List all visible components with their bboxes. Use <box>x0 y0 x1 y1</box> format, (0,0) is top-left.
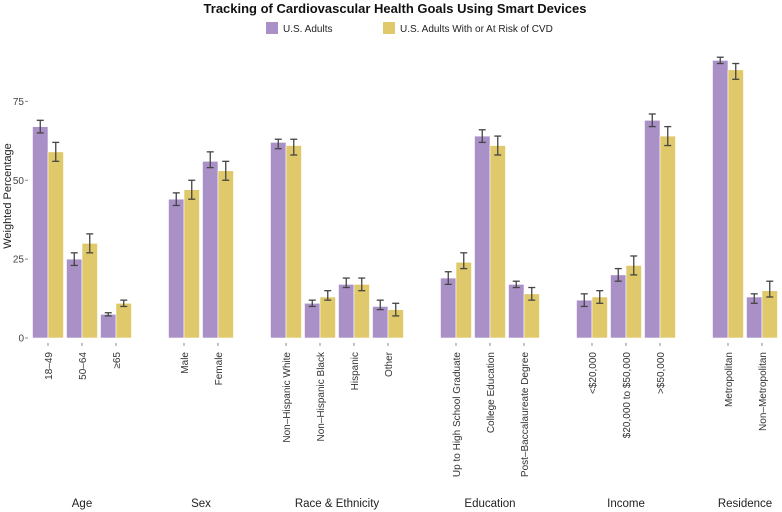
y-axis-label: Weighted Percentage <box>2 143 14 249</box>
x-tick-label: ≥65 <box>112 352 123 369</box>
bar-us-adults <box>644 120 661 339</box>
legend-label-cvd: U.S. Adults With or At Risk of CVD <box>400 24 553 35</box>
x-tick-label: Non–Hispanic White <box>282 352 293 443</box>
x-tick-label: <$20,000 <box>588 352 599 394</box>
bar-us-adults <box>66 258 83 339</box>
legend-swatch-cvd <box>383 22 395 34</box>
x-tick-label: Up to High School Graduate <box>452 352 463 478</box>
bar-us-adults <box>304 302 321 339</box>
panel-label: Race & Ethnicity <box>295 498 380 510</box>
x-tick-label: 18–49 <box>44 352 55 380</box>
bar-us-adults <box>202 161 219 339</box>
y-tick-label: 75 <box>13 97 25 108</box>
legend-swatch-us-adults <box>266 22 278 34</box>
panel-label: Sex <box>191 498 211 510</box>
bar-cvd <box>727 69 744 339</box>
bar-us-adults <box>338 284 355 339</box>
y-tick-label: 50 <box>13 176 25 187</box>
x-tick-label: Post–Baccalaureate Degree <box>520 352 531 478</box>
bar-cvd <box>81 243 98 339</box>
bar-us-adults <box>168 198 185 339</box>
panel-label: Age <box>72 498 92 510</box>
panel-label: Income <box>607 498 645 510</box>
bar-cvd <box>625 265 642 339</box>
bar-us-adults <box>474 135 491 339</box>
bar-us-adults <box>610 274 627 339</box>
y-tick-label: 25 <box>13 255 25 266</box>
x-tick-label: College Education <box>486 352 497 433</box>
bar-us-adults <box>100 314 117 339</box>
legend-label-us-adults: U.S. Adults <box>283 24 332 35</box>
x-tick-label: Hispanic <box>350 352 361 390</box>
bar-us-adults <box>712 60 729 339</box>
bar-cvd <box>353 284 370 339</box>
x-tick-label: $20,000 to $50,000 <box>622 352 633 439</box>
x-tick-label: Male <box>180 352 191 374</box>
bar-cvd <box>183 189 200 339</box>
panel-label: Residence <box>718 498 772 510</box>
bar-us-adults <box>32 126 49 339</box>
bar-cvd <box>115 302 132 339</box>
x-tick-label: >$50,000 <box>656 352 667 394</box>
bar-us-adults <box>440 277 457 339</box>
bar-cvd <box>659 135 676 339</box>
y-tick-label: 0 <box>18 334 24 345</box>
chart-title: Tracking of Cardiovascular Health Goals … <box>204 1 587 16</box>
bar-cvd <box>489 145 506 339</box>
legend: U.S. Adults U.S. Adults With or At Risk … <box>266 22 553 35</box>
panel-label: Education <box>464 498 515 510</box>
x-tick-label: Other <box>384 351 395 377</box>
x-tick-label: Non–Hispanic Black <box>316 351 327 441</box>
bar-cvd <box>319 296 336 339</box>
x-tick-label: Female <box>214 352 225 386</box>
bar-cvd <box>455 261 472 339</box>
bar-cvd <box>217 170 234 339</box>
x-tick-label: Non–Metropolitan <box>758 352 769 431</box>
x-tick-label: Metropolitan <box>724 352 735 407</box>
bar-us-adults <box>508 284 525 339</box>
bar-us-adults <box>270 142 287 339</box>
x-tick-label: 50–64 <box>78 352 89 380</box>
bar-cvd <box>47 151 64 339</box>
bar-cvd <box>285 145 302 339</box>
bar-us-adults <box>372 306 389 339</box>
bar-cvd <box>761 290 778 339</box>
